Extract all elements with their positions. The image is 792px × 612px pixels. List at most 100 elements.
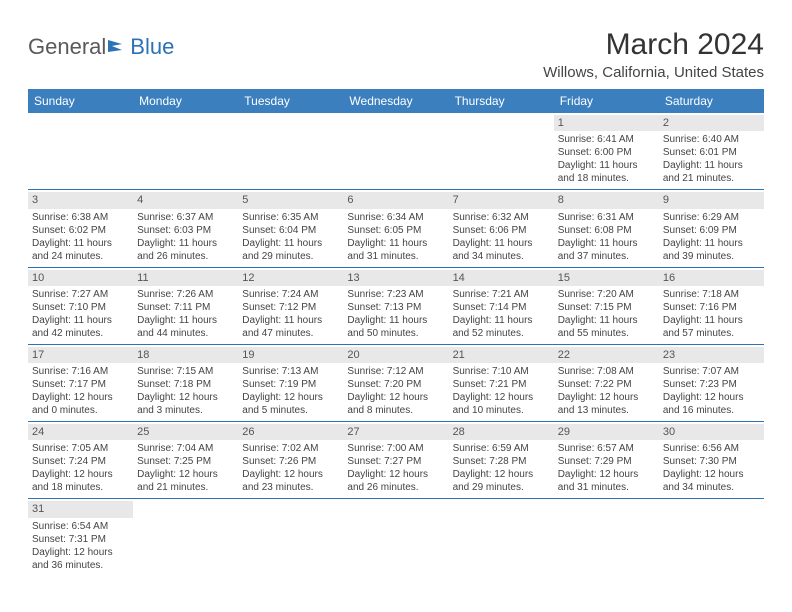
- day-info: Sunset: 7:23 PM: [663, 378, 760, 391]
- day-info: Sunrise: 6:34 AM: [347, 211, 444, 224]
- day-info: Sunset: 7:24 PM: [32, 455, 129, 468]
- day-info: Sunrise: 7:23 AM: [347, 288, 444, 301]
- day-number: 20: [343, 347, 448, 363]
- calendar-cell: [449, 499, 554, 576]
- flag-icon: [108, 34, 128, 60]
- calendar-cell: [554, 499, 659, 576]
- day-info: Sunset: 6:09 PM: [663, 224, 760, 237]
- calendar-cell: [343, 499, 448, 576]
- calendar-cell: 6Sunrise: 6:34 AMSunset: 6:05 PMDaylight…: [343, 190, 448, 267]
- day-info: Sunrise: 6:41 AM: [558, 133, 655, 146]
- day-number: 29: [554, 424, 659, 440]
- day-info: Sunrise: 7:15 AM: [137, 365, 234, 378]
- calendar-cell: 14Sunrise: 7:21 AMSunset: 7:14 PMDayligh…: [449, 267, 554, 344]
- calendar-cell: 30Sunrise: 6:56 AMSunset: 7:30 PMDayligh…: [659, 422, 764, 499]
- day-info: Sunset: 7:14 PM: [453, 301, 550, 314]
- day-info: Daylight: 11 hours: [453, 314, 550, 327]
- day-number: 2: [659, 115, 764, 131]
- day-info: Sunrise: 6:29 AM: [663, 211, 760, 224]
- day-info: Sunrise: 7:05 AM: [32, 442, 129, 455]
- calendar-cell: 12Sunrise: 7:24 AMSunset: 7:12 PMDayligh…: [238, 267, 343, 344]
- day-number: 6: [343, 192, 448, 208]
- day-info: and 26 minutes.: [137, 250, 234, 263]
- day-info: Sunrise: 7:27 AM: [32, 288, 129, 301]
- weekday-row: SundayMondayTuesdayWednesdayThursdayFrid…: [28, 89, 764, 113]
- day-number: 11: [133, 270, 238, 286]
- calendar-cell: [343, 113, 448, 190]
- day-number: 10: [28, 270, 133, 286]
- day-info: and 10 minutes.: [453, 404, 550, 417]
- day-number: 16: [659, 270, 764, 286]
- day-info: Sunrise: 6:31 AM: [558, 211, 655, 224]
- day-info: and 55 minutes.: [558, 327, 655, 340]
- day-info: and 16 minutes.: [663, 404, 760, 417]
- calendar-cell: 19Sunrise: 7:13 AMSunset: 7:19 PMDayligh…: [238, 344, 343, 421]
- day-info: and 50 minutes.: [347, 327, 444, 340]
- calendar-cell: [28, 113, 133, 190]
- day-number: 22: [554, 347, 659, 363]
- day-info: Daylight: 11 hours: [558, 159, 655, 172]
- day-number: 25: [133, 424, 238, 440]
- day-info: and 18 minutes.: [32, 481, 129, 494]
- day-info: Sunrise: 7:08 AM: [558, 365, 655, 378]
- day-info: Daylight: 11 hours: [32, 237, 129, 250]
- day-info: and 36 minutes.: [32, 559, 129, 572]
- calendar-cell: 4Sunrise: 6:37 AMSunset: 6:03 PMDaylight…: [133, 190, 238, 267]
- day-info: and 21 minutes.: [663, 172, 760, 185]
- calendar-cell: 18Sunrise: 7:15 AMSunset: 7:18 PMDayligh…: [133, 344, 238, 421]
- calendar-cell: 9Sunrise: 6:29 AMSunset: 6:09 PMDaylight…: [659, 190, 764, 267]
- day-info: Sunrise: 7:16 AM: [32, 365, 129, 378]
- day-info: Daylight: 12 hours: [558, 468, 655, 481]
- day-number: 18: [133, 347, 238, 363]
- day-info: Sunset: 6:02 PM: [32, 224, 129, 237]
- calendar-row: 1Sunrise: 6:41 AMSunset: 6:00 PMDaylight…: [28, 113, 764, 190]
- day-info: Sunrise: 7:21 AM: [453, 288, 550, 301]
- day-info: and 0 minutes.: [32, 404, 129, 417]
- day-number: 19: [238, 347, 343, 363]
- calendar-cell: [238, 113, 343, 190]
- day-info: and 8 minutes.: [347, 404, 444, 417]
- day-number: 28: [449, 424, 554, 440]
- day-info: Sunrise: 7:10 AM: [453, 365, 550, 378]
- day-info: Sunset: 6:08 PM: [558, 224, 655, 237]
- calendar-cell: 11Sunrise: 7:26 AMSunset: 7:11 PMDayligh…: [133, 267, 238, 344]
- day-info: Sunrise: 6:57 AM: [558, 442, 655, 455]
- day-info: Sunset: 7:22 PM: [558, 378, 655, 391]
- day-number: 5: [238, 192, 343, 208]
- day-number: 31: [28, 501, 133, 517]
- day-info: and 3 minutes.: [137, 404, 234, 417]
- day-info: Daylight: 12 hours: [663, 468, 760, 481]
- calendar-row: 17Sunrise: 7:16 AMSunset: 7:17 PMDayligh…: [28, 344, 764, 421]
- day-info: Daylight: 11 hours: [453, 237, 550, 250]
- calendar-cell: [133, 113, 238, 190]
- day-info: Sunrise: 7:02 AM: [242, 442, 339, 455]
- calendar: SundayMondayTuesdayWednesdayThursdayFrid…: [28, 89, 764, 576]
- day-info: and 29 minutes.: [453, 481, 550, 494]
- day-info: Sunset: 7:31 PM: [32, 533, 129, 546]
- weekday-header: Saturday: [659, 89, 764, 113]
- day-number: 17: [28, 347, 133, 363]
- day-number: 30: [659, 424, 764, 440]
- day-info: and 42 minutes.: [32, 327, 129, 340]
- day-info: Daylight: 11 hours: [558, 237, 655, 250]
- header: GeneralBlue March 2024 Willows, Californ…: [28, 28, 764, 81]
- day-info: Sunset: 6:03 PM: [137, 224, 234, 237]
- day-number: 21: [449, 347, 554, 363]
- day-info: Daylight: 12 hours: [137, 468, 234, 481]
- calendar-cell: [449, 113, 554, 190]
- day-info: Sunrise: 7:24 AM: [242, 288, 339, 301]
- calendar-cell: [133, 499, 238, 576]
- calendar-cell: 8Sunrise: 6:31 AMSunset: 6:08 PMDaylight…: [554, 190, 659, 267]
- day-info: and 39 minutes.: [663, 250, 760, 263]
- day-info: Sunrise: 7:18 AM: [663, 288, 760, 301]
- day-info: and 23 minutes.: [242, 481, 339, 494]
- calendar-cell: 16Sunrise: 7:18 AMSunset: 7:16 PMDayligh…: [659, 267, 764, 344]
- day-info: and 37 minutes.: [558, 250, 655, 263]
- calendar-cell: 20Sunrise: 7:12 AMSunset: 7:20 PMDayligh…: [343, 344, 448, 421]
- day-info: Daylight: 12 hours: [242, 468, 339, 481]
- day-info: Daylight: 12 hours: [32, 546, 129, 559]
- day-info: Sunset: 7:30 PM: [663, 455, 760, 468]
- day-info: Sunrise: 6:38 AM: [32, 211, 129, 224]
- day-info: Sunset: 7:15 PM: [558, 301, 655, 314]
- day-info: Daylight: 11 hours: [32, 314, 129, 327]
